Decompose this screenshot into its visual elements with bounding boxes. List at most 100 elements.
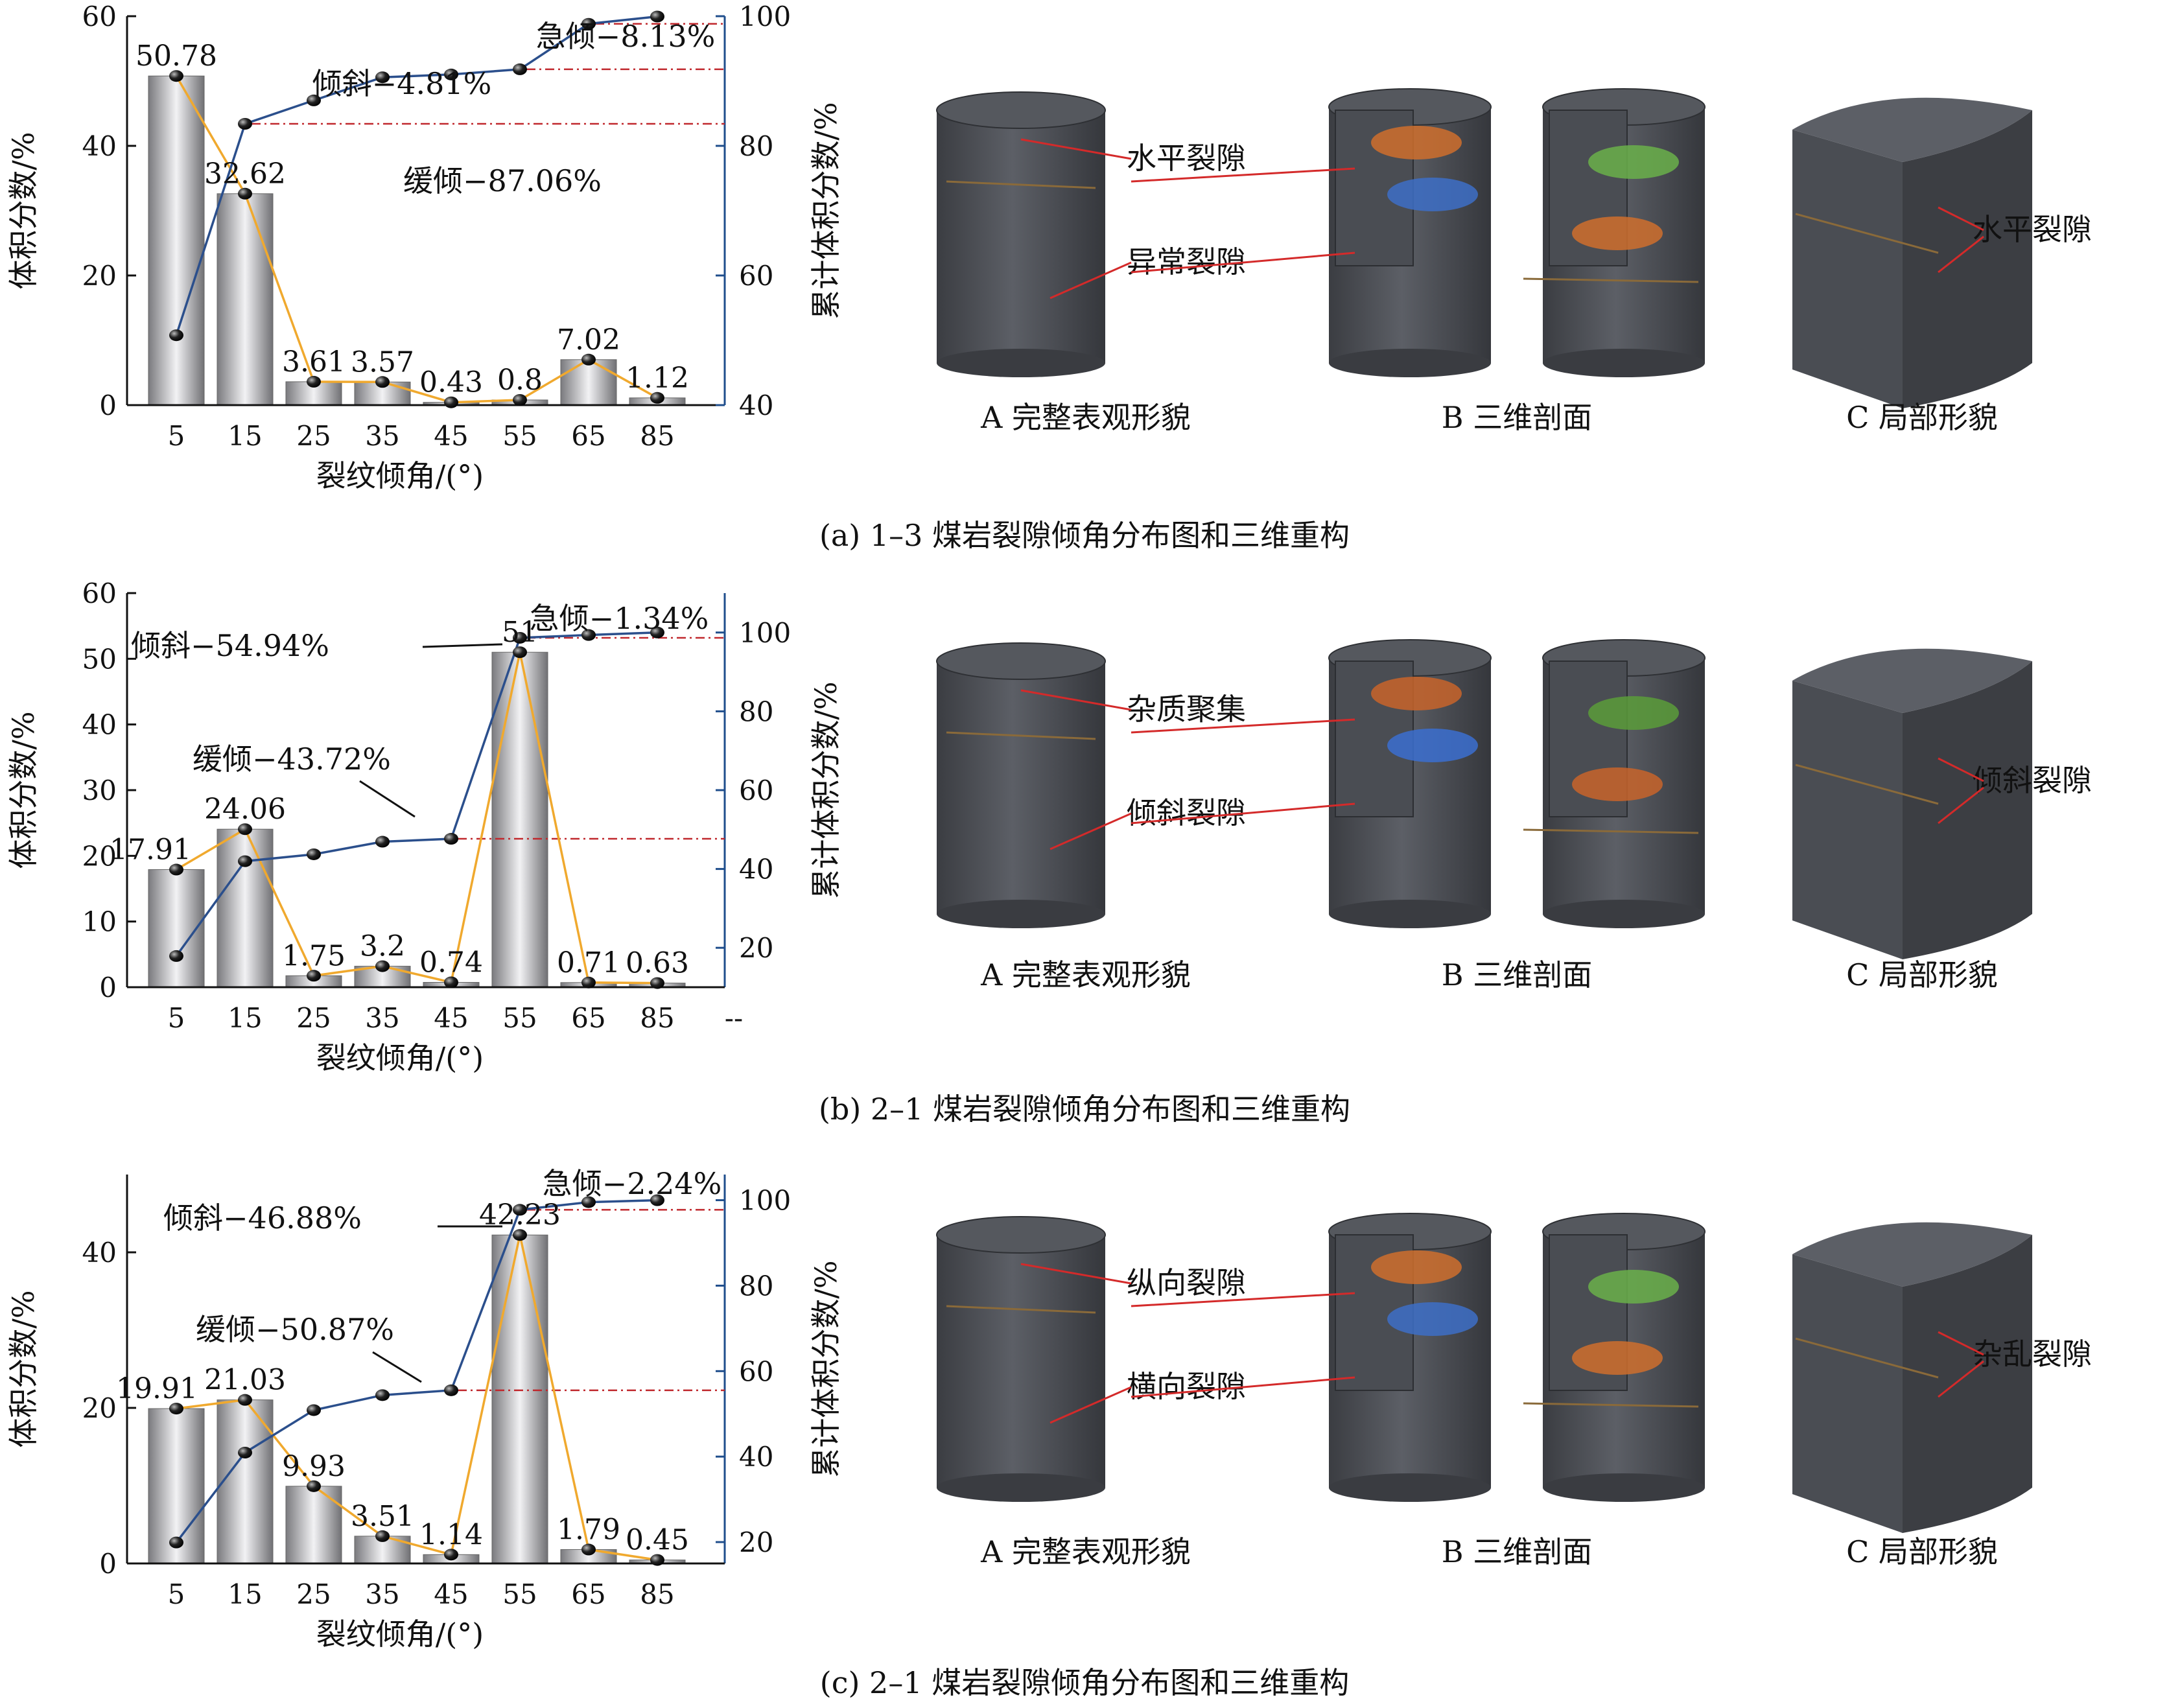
series-cumulative-line bbox=[175, 631, 658, 957]
callout-label: 杂质聚集 bbox=[1127, 692, 1246, 727]
caption-c: (c) 2–1 煤岩裂隙倾角分布图和三维重构 bbox=[819, 1665, 1350, 1700]
cylinder-top bbox=[936, 642, 1106, 680]
callout-leader bbox=[1131, 167, 1355, 183]
cumulative-point bbox=[375, 836, 390, 848]
fracture-cluster bbox=[1371, 1250, 1462, 1284]
y-tick-label: 0 bbox=[99, 390, 117, 421]
cylinder-bottom bbox=[1329, 900, 1491, 928]
image-caption-a: A 完整表观形貌 bbox=[980, 957, 1191, 992]
callout-leader bbox=[1049, 812, 1132, 850]
bar bbox=[491, 651, 548, 988]
volume-point bbox=[169, 863, 183, 876]
fracture-cluster bbox=[1588, 1270, 1679, 1304]
annotation-oblique: 倾斜−46.88% bbox=[163, 1200, 362, 1235]
annotation-leader bbox=[359, 780, 416, 818]
fracture-cluster bbox=[1572, 1341, 1663, 1375]
volume-point bbox=[307, 970, 321, 982]
cumulative-point bbox=[307, 848, 321, 860]
y-tick-label: 40 bbox=[82, 130, 117, 162]
cylinder-bottom bbox=[1543, 349, 1705, 377]
data-label: 3.61 bbox=[282, 345, 346, 379]
image-caption-a: A 完整表观形貌 bbox=[980, 1534, 1191, 1569]
y2-tick-label: 100 bbox=[739, 617, 791, 649]
series-cumulative-line bbox=[175, 1199, 658, 1543]
data-label: 21.03 bbox=[204, 1364, 286, 1397]
fracture-cluster bbox=[1371, 677, 1462, 710]
panel-c: 0 20 40 20 40 60 80 100 5 15 25 35 45 55 65 85 裂纹倾角/(°) 体… bbox=[0, 1134, 2169, 1708]
bar bbox=[285, 1486, 342, 1564]
x-tick-label: 35 bbox=[365, 1578, 399, 1610]
x-tick-label: 15 bbox=[228, 1002, 262, 1034]
panel-a: 0 20 40 60 40 60 80 100 5 15 25 35 45 55 65 85 裂纹倾角/(°) 体… bbox=[0, 0, 2169, 564]
volume-point bbox=[581, 353, 596, 366]
y2-tick-label: 80 bbox=[739, 130, 773, 162]
y2-tick-label: 40 bbox=[739, 854, 773, 885]
volume-point bbox=[307, 1480, 321, 1492]
block-face-top bbox=[1792, 1222, 2032, 1287]
y-tick-label: 0 bbox=[99, 1548, 117, 1580]
callout-label: 水平裂隙 bbox=[1127, 141, 1246, 176]
data-label: 3.57 bbox=[351, 345, 414, 379]
volume-point bbox=[307, 375, 321, 388]
cumulative-point bbox=[513, 1204, 527, 1216]
data-label: 3.2 bbox=[360, 930, 405, 963]
cumulative-point bbox=[169, 329, 183, 342]
x-tick-label: 85 bbox=[640, 1002, 674, 1034]
cumulative-point bbox=[444, 833, 458, 845]
volume-point bbox=[513, 1229, 527, 1241]
callout-label: 倾斜裂隙 bbox=[1127, 795, 1246, 830]
y-tick-label: 10 bbox=[82, 906, 117, 938]
annotation-steep: 急倾−8.13% bbox=[536, 19, 716, 54]
fracture-trace bbox=[1523, 277, 1699, 283]
y-axis-label: 体积分数/% bbox=[6, 132, 41, 289]
volume-point bbox=[650, 392, 664, 404]
x-tick-label: 65 bbox=[571, 1002, 605, 1034]
cumulative-point bbox=[581, 1196, 596, 1208]
data-label: 0.45 bbox=[626, 1524, 689, 1557]
fracture-cluster bbox=[1588, 696, 1679, 730]
callout-leader bbox=[1131, 1376, 1355, 1398]
annotation-gentle: 缓倾−43.72% bbox=[193, 742, 391, 777]
cumulative-point bbox=[650, 10, 664, 23]
volume-point bbox=[169, 70, 183, 82]
volume-point bbox=[581, 1543, 596, 1556]
cumulative-point bbox=[513, 63, 527, 75]
y2-tick-label: 60 bbox=[739, 775, 773, 806]
specimen-a bbox=[936, 91, 1106, 377]
cumulative-point bbox=[650, 1194, 664, 1206]
callout-leader bbox=[1049, 1386, 1132, 1424]
callout-leader bbox=[1020, 1263, 1132, 1285]
callout-leader bbox=[1020, 138, 1132, 160]
volume-point bbox=[650, 1554, 664, 1566]
callout-leader bbox=[1020, 689, 1132, 711]
image-caption-c: C 局部形貌 bbox=[1846, 1534, 1998, 1569]
x-axis-label: 裂纹倾角/(°) bbox=[316, 1040, 484, 1075]
y2-tick-label: 60 bbox=[739, 1355, 773, 1387]
y2-tick-label: 100 bbox=[739, 1185, 791, 1217]
cumulative-point bbox=[650, 626, 664, 638]
bar bbox=[217, 193, 274, 406]
block-face-right bbox=[1903, 1235, 2032, 1533]
bar bbox=[148, 869, 205, 988]
data-label: 1.12 bbox=[626, 362, 689, 395]
annotation-leader bbox=[422, 643, 503, 648]
block-face-right bbox=[1903, 661, 2032, 959]
image-caption-b: B 三维剖面 bbox=[1442, 400, 1592, 435]
cylinder-bottom bbox=[1329, 1473, 1491, 1502]
block-face-left bbox=[1792, 130, 1903, 408]
panel-b: 0 10 20 30 40 50 60 20 40 60 80 100 5 15 25 35 45 55 65 85-… bbox=[0, 564, 2169, 1134]
fracture-trace bbox=[1795, 1337, 1939, 1379]
annotation-oblique: 倾斜−4.81% bbox=[312, 66, 492, 101]
fracture-trace bbox=[946, 731, 1096, 740]
fracture-trace bbox=[946, 1305, 1096, 1314]
x-tick-label: 5 bbox=[168, 420, 185, 452]
cylinder-top bbox=[936, 1216, 1106, 1254]
cylinder-top bbox=[936, 91, 1106, 129]
data-label: 0.43 bbox=[419, 366, 483, 399]
fracture-cluster bbox=[1572, 767, 1663, 801]
fracture-cluster bbox=[1387, 729, 1478, 762]
y-tick-label: 20 bbox=[82, 840, 117, 872]
cylinder-bottom bbox=[937, 349, 1105, 377]
y-tick-label: 20 bbox=[82, 1392, 117, 1424]
fracture-trace bbox=[1523, 1402, 1699, 1408]
